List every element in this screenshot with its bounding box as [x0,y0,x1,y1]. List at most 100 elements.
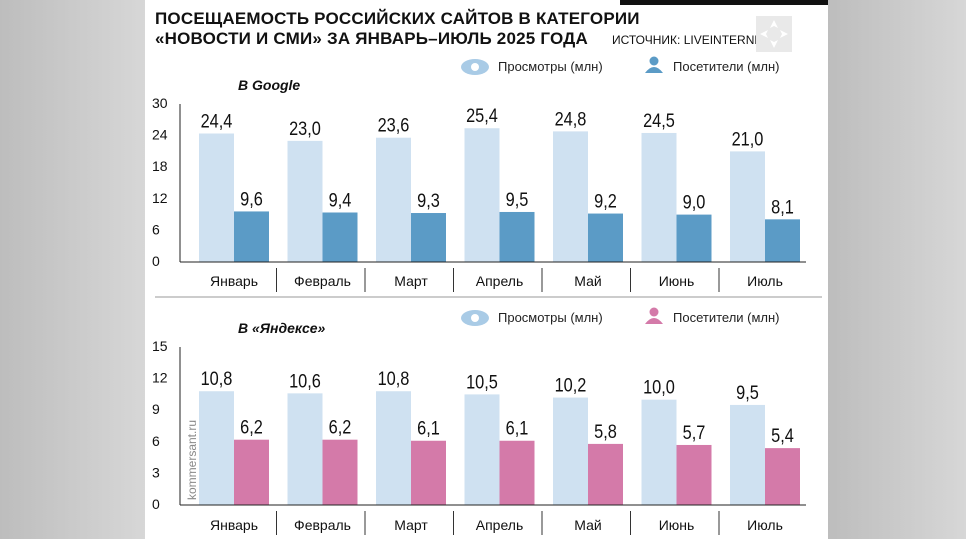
person-head [649,307,659,317]
data-label-views: 10,8 [201,368,233,389]
background-left [0,0,145,539]
person-head [649,56,659,66]
y-tick-label: 12 [152,370,168,386]
category-label: Июнь [659,273,695,289]
bar-views [641,399,677,505]
bar-views [464,128,500,262]
bar-views [199,391,234,505]
bar-visitors [676,214,712,262]
data-label-views: 21,0 [732,128,764,149]
data-label-views: 25,4 [466,105,498,126]
bar-views [376,137,411,262]
eye-pupil [471,314,479,322]
category-label: Июль [747,273,783,289]
chart-title: В Google [238,77,300,93]
data-label-visitors: 6,2 [329,417,352,438]
data-label-visitors: 5,8 [594,421,617,442]
y-tick-label: 24 [152,127,168,143]
bar-views [287,140,323,262]
y-tick-label: 18 [152,158,168,174]
y-tick-label: 9 [152,401,160,417]
bar-views [464,394,500,505]
bar-views [287,393,323,505]
bar-visitors [765,219,800,262]
bar-views [730,404,765,505]
y-tick-label: 0 [152,253,160,269]
legend-person-icon [645,56,663,73]
category-label: Январь [210,273,258,289]
data-label-views: 10,6 [289,370,321,391]
category-label: Февраль [294,517,351,533]
data-label-views: 24,8 [555,108,587,129]
data-label-visitors: 9,0 [683,191,706,212]
y-tick-label: 12 [152,190,168,206]
data-label-views: 23,0 [289,118,321,139]
data-label-visitors: 5,4 [771,425,794,446]
legend-label-visitors: Посетители (млн) [673,59,780,74]
bar-visitors [765,448,800,505]
data-label-visitors: 6,1 [506,418,529,439]
legend-person-icon [645,307,663,324]
bar-visitors [411,213,446,262]
title-line-1: ПОСЕЩАЕМОСТЬ РОССИЙСКИХ САЙТОВ В КАТЕГОР… [155,9,640,28]
yandex-chart: В «Яндексе» Просмотры (млн) Посетители (мл… [152,307,806,535]
chart-title: В «Яндексе» [238,320,326,336]
google-chart: В Google Просмотры (млн) Посетители (млн) 0… [152,56,806,292]
bar-visitors [676,444,712,505]
source-note: ИСТОЧНИК: LIVEINTERNET. [612,33,772,47]
bar-visitors [588,443,623,505]
bar-views [553,131,588,262]
data-label-visitors: 9,6 [240,188,263,209]
bar-views [730,151,765,262]
category-label: Май [574,273,601,289]
data-label-views: 24,4 [201,110,233,131]
legend-eye-icon [461,310,489,326]
title-line-2: «НОВОСТИ И СМИ» ЗА ЯНВАРЬ–ИЮЛЬ 2025 ГОДА [155,29,588,48]
category-label: Март [394,273,428,289]
person-body [645,318,663,324]
bar-visitors [411,440,446,505]
y-tick-label: 15 [152,338,168,354]
y-tick-label: 6 [152,433,160,449]
category-label: Март [394,517,428,533]
data-label-views: 10,0 [643,377,675,398]
bar-visitors [499,440,535,505]
data-label-visitors: 8,1 [771,196,794,217]
category-label: Июнь [659,517,695,533]
data-label-visitors: 9,2 [594,190,617,211]
category-label: Апрель [476,273,524,289]
legend-label-views: Просмотры (млн) [498,59,603,74]
legend-label-views: Просмотры (млн) [498,310,603,325]
eye-pupil [471,63,479,71]
category-label: Июль [747,517,783,533]
data-label-visitors: 6,1 [417,418,440,439]
bar-visitors [234,439,269,505]
bar-views [553,397,588,505]
y-tick-label: 6 [152,221,160,237]
data-label-visitors: 9,4 [329,189,352,210]
bar-views [199,133,234,262]
data-label-views: 9,5 [736,382,759,403]
category-label: Май [574,517,601,533]
legend-label-visitors: Посетители (млн) [673,310,780,325]
legend-eye-icon [461,59,489,75]
y-tick-label: 30 [152,95,168,111]
bar-visitors [322,212,358,262]
category-label: Январь [210,517,258,533]
data-label-visitors: 6,2 [240,417,263,438]
top-rule [620,0,828,5]
person-body [645,67,663,73]
data-label-views: 10,8 [378,368,410,389]
data-label-views: 24,5 [643,110,675,131]
data-label-visitors: 5,7 [683,422,706,443]
data-label-visitors: 9,5 [506,189,529,210]
background-right [828,0,966,539]
watermark-text: kommersant.ru [185,420,199,500]
category-label: Февраль [294,273,351,289]
bar-views [641,132,677,262]
category-label: Апрель [476,517,524,533]
bar-visitors [499,211,535,262]
data-label-views: 10,5 [466,371,498,392]
data-label-views: 23,6 [378,115,410,136]
